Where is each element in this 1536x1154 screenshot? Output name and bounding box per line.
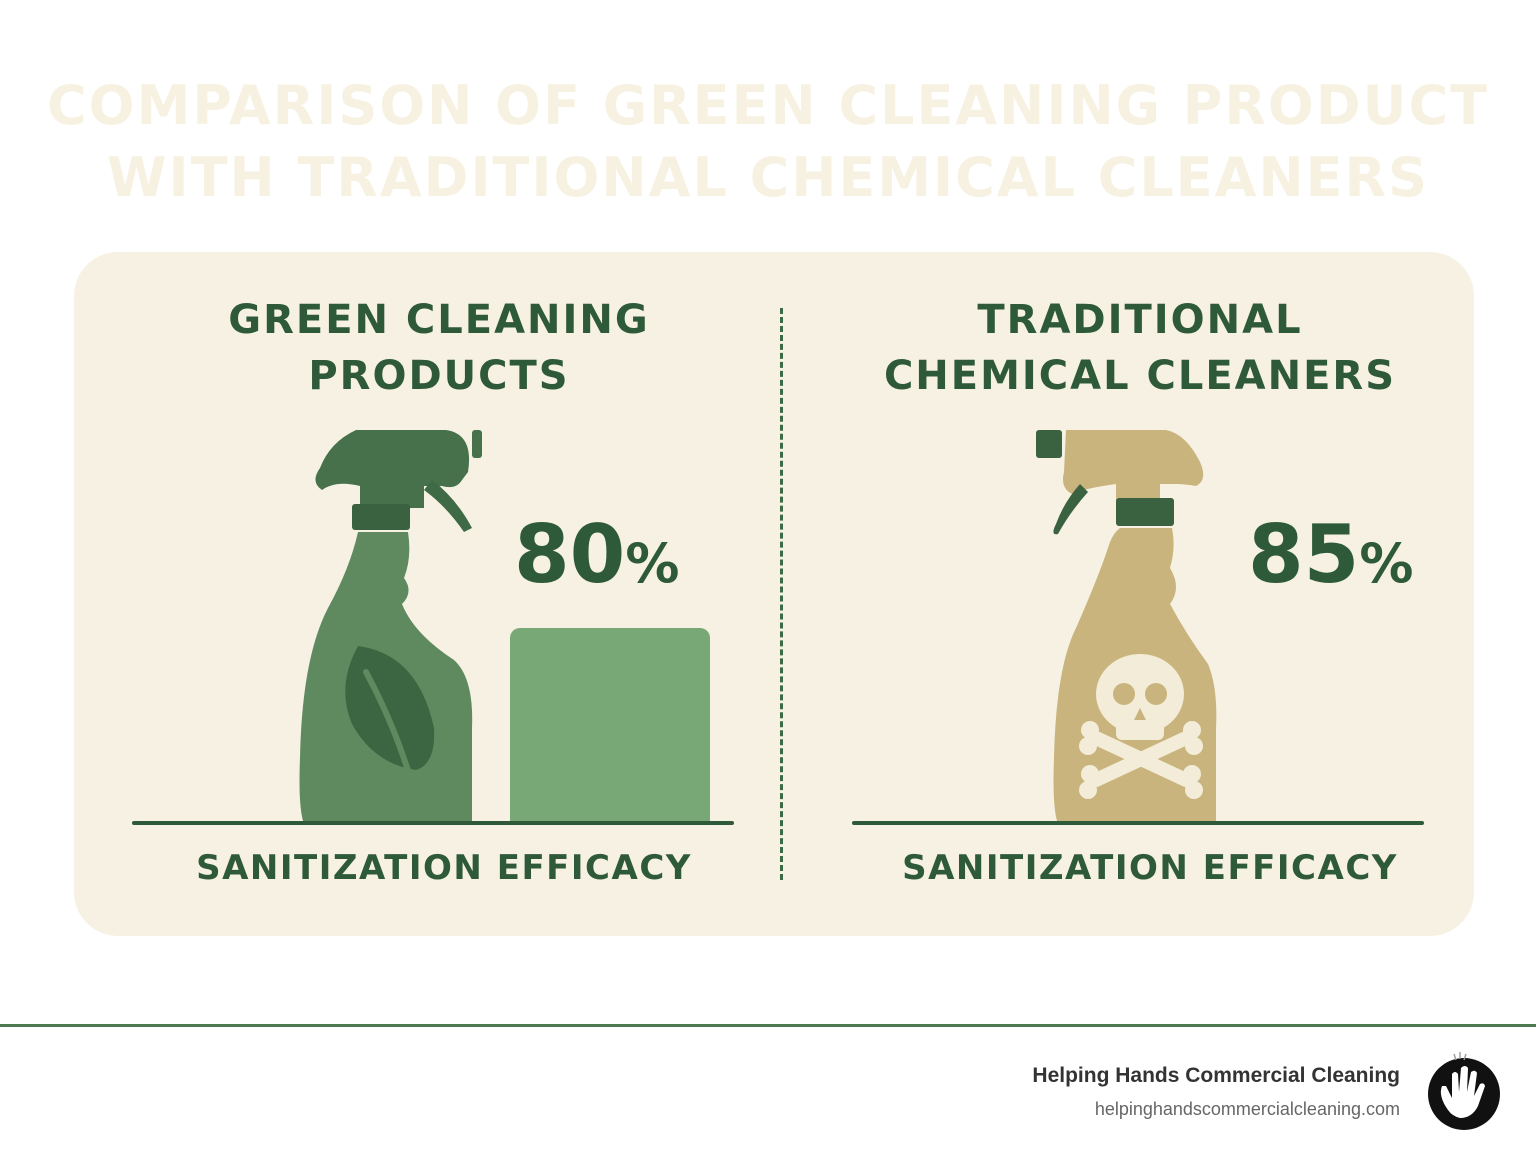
green-metric-label: SANITIZATION EFFICACY bbox=[196, 848, 692, 888]
company-url[interactable]: helpinghandscommercialcleaning.com bbox=[1094, 1099, 1400, 1119]
chemical-metric-label: SANITIZATION EFFICACY bbox=[902, 848, 1398, 888]
page-title: COMPARISON OF GREEN CLEANING PRODUCT WIT… bbox=[0, 70, 1536, 214]
green-baseline bbox=[132, 821, 734, 825]
chemical-percentage: 85% bbox=[1248, 508, 1413, 601]
page-title-line-2: WITH TRADITIONAL CHEMICAL CLEANERS bbox=[106, 146, 1430, 209]
chemical-heading-line-2: CHEMICAL CLEANERS bbox=[883, 353, 1397, 399]
panel-divider bbox=[780, 308, 783, 880]
footer-divider bbox=[0, 1024, 1536, 1027]
green-percentage-value: 80 bbox=[514, 508, 626, 601]
green-percentage: 80% bbox=[514, 508, 679, 601]
chemical-baseline bbox=[852, 821, 1424, 825]
green-percentage-unit: % bbox=[625, 532, 680, 595]
hand-logo-icon bbox=[1428, 1052, 1500, 1130]
green-panel-heading: GREEN CLEANING PRODUCTS bbox=[134, 292, 744, 404]
company-name: Helping Hands Commercial Cleaning bbox=[1032, 1064, 1400, 1087]
chemical-percentage-value: 85 bbox=[1248, 508, 1360, 601]
chemical-heading-line-1: TRADITIONAL bbox=[977, 297, 1303, 343]
green-heading-line-2: PRODUCTS bbox=[308, 353, 570, 399]
chemical-panel-heading: TRADITIONAL CHEMICAL CLEANERS bbox=[840, 292, 1440, 404]
chemical-percentage-unit: % bbox=[1359, 532, 1414, 595]
green-heading-line-1: GREEN CLEANING bbox=[228, 297, 650, 343]
chemical-spray-bottle-icon bbox=[1036, 430, 1217, 824]
page-title-line-1: COMPARISON OF GREEN CLEANING PRODUCT bbox=[47, 74, 1489, 137]
green-spray-bottle-icon bbox=[299, 430, 482, 824]
green-efficacy-bar bbox=[510, 628, 710, 822]
